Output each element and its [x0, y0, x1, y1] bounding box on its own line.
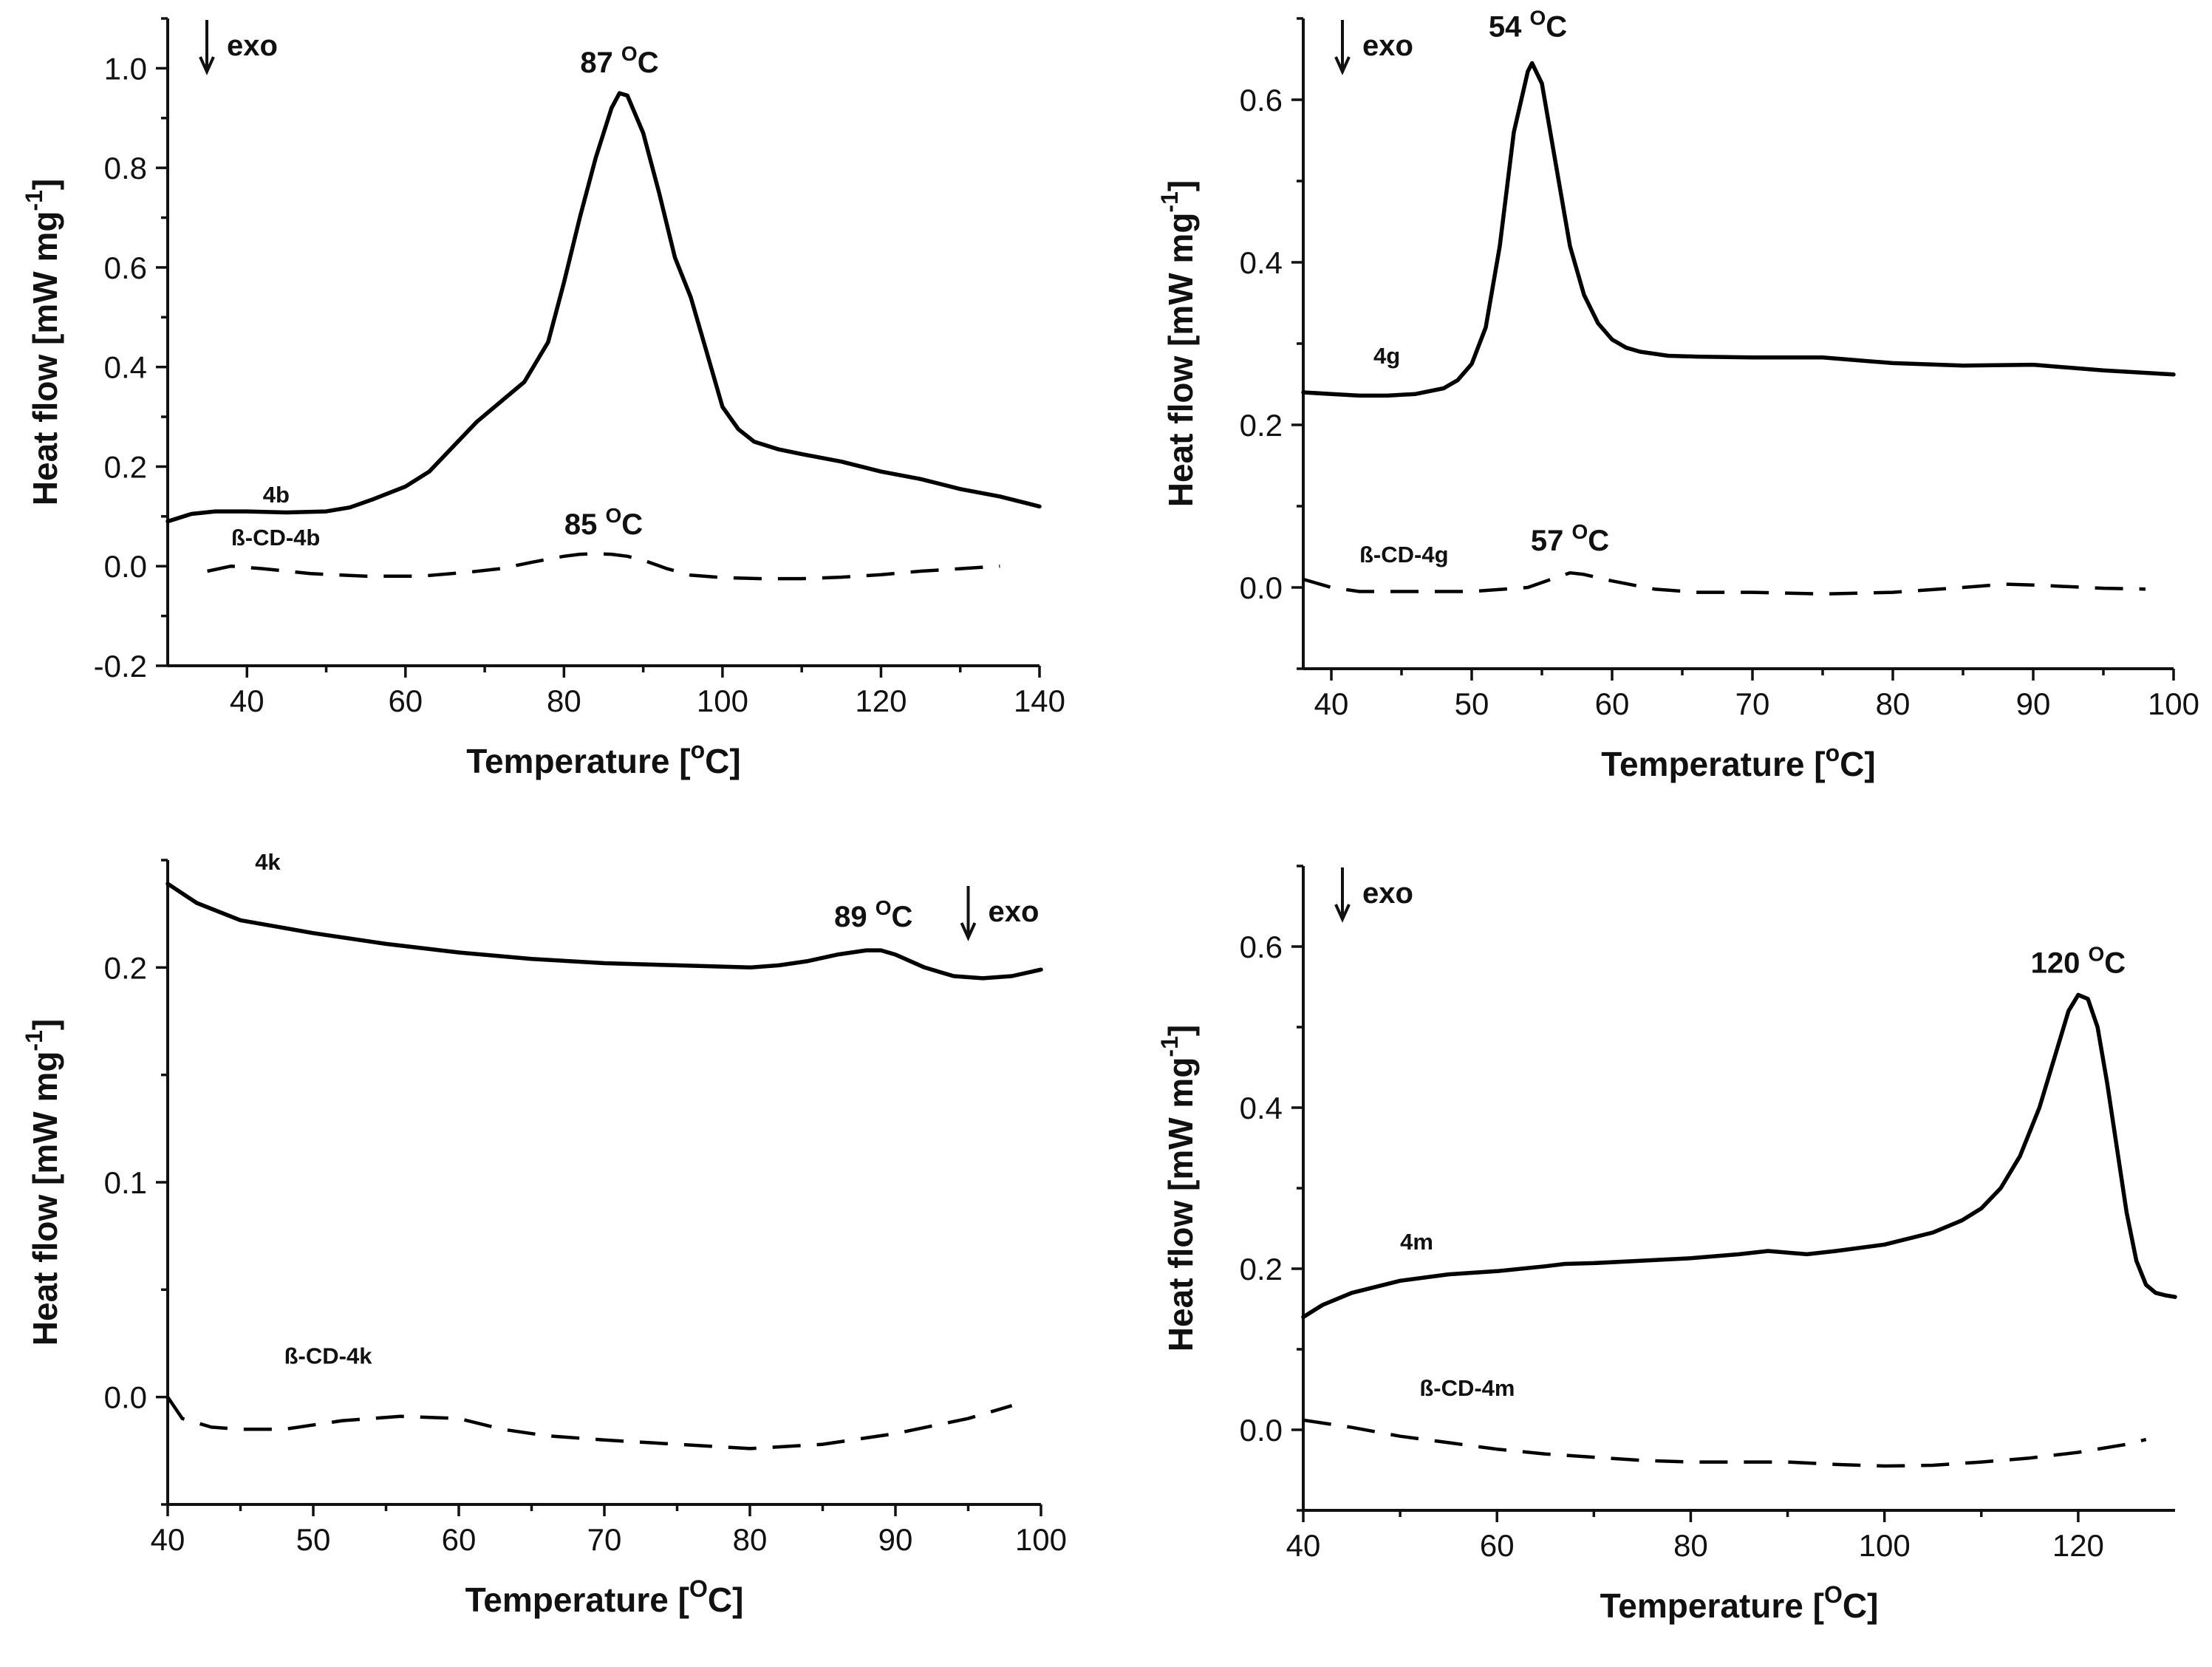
arrowhead-icon	[1334, 904, 1351, 923]
y-tick-label: 0.0	[1240, 570, 1283, 605]
y-tick-label: 0.4	[1240, 245, 1283, 280]
exo-indicator: exo	[1334, 20, 1413, 75]
peak-label: 120 OC	[2031, 942, 2126, 979]
series-line-4b	[165, 91, 1042, 524]
series-label: ß-CD-4k	[284, 1343, 373, 1369]
y-tick-label: 0.2	[1240, 1252, 1283, 1286]
x-tick-label: 40	[1314, 686, 1349, 721]
x-tick-label: 80	[733, 1522, 768, 1557]
series-label: 4m	[1400, 1229, 1433, 1255]
x-tick-label: 90	[878, 1522, 913, 1557]
x-tick-label: 80	[547, 683, 581, 718]
y-tick-label: 0.6	[1240, 930, 1283, 964]
exo-label: exo	[227, 30, 278, 62]
panel-bottom-left: 40 50 60 70 80 90 100 0.0 0.1 0.2 Temperature [OC]…	[21, 849, 1067, 1619]
exo-label: exo	[1362, 30, 1413, 62]
peak-label: 87 OC	[580, 42, 658, 79]
x-axis-title: Temperature [OC]	[465, 1575, 744, 1619]
y-tick-label: 0.0	[104, 1380, 147, 1415]
y-tick-label: 0.6	[104, 250, 147, 285]
y-tick-label: 0.4	[104, 350, 147, 385]
y-tick-label: 0.0	[104, 549, 147, 584]
y-axis-title: Heat flow [mW mg-1]	[21, 1019, 64, 1346]
x-tick-label: 70	[587, 1522, 622, 1557]
y-tick-label: 0.4	[1240, 1091, 1283, 1125]
series-line-4m	[1301, 992, 2177, 1320]
exo-indicator: exo	[1334, 867, 1413, 923]
peak-label: 54 OC	[1489, 7, 1567, 44]
panel-top-right: 40 50 60 70 80 90 100 0.0 0.2 0.4 0.6 Temperature […	[1156, 7, 2199, 784]
x-tick-label: 40	[230, 683, 264, 718]
x-tick-label: 120	[855, 683, 907, 718]
peak-label: 57 OC	[1531, 520, 1609, 557]
arrowhead-icon	[199, 56, 215, 75]
x-tick-label: 90	[2016, 686, 2051, 721]
series-label: ß-CD-4m	[1419, 1375, 1515, 1401]
y-axis-title: Heat flow [mW mg-1]	[1156, 180, 1200, 507]
x-tick-label: 100	[697, 683, 748, 718]
x-axis-title: Temperature [OC]	[1600, 1581, 1879, 1625]
arrowhead-icon	[1334, 56, 1351, 75]
x-tick-label: 80	[1673, 1528, 1708, 1563]
y-tick-label: -0.2	[94, 649, 147, 683]
y-tick-label: 0.0	[1240, 1413, 1283, 1448]
peak-label: 89 OC	[834, 896, 912, 933]
panel-bottom-right: 40 60 80 100 120 0.0 0.2 0.4 0.6 Temperature [OC]…	[1156, 865, 2177, 1625]
y-tick-label: 0.1	[104, 1165, 147, 1200]
x-tick-label: 40	[151, 1522, 185, 1557]
series-line-cd-4m	[1303, 1418, 2147, 1468]
y-tick-label: 0.2	[104, 449, 147, 484]
exo-indicator: exo	[960, 886, 1040, 941]
arrowhead-icon	[960, 922, 977, 941]
x-tick-label: 50	[1455, 686, 1489, 721]
x-tick-label: 100	[1859, 1528, 1911, 1563]
series-line-4g	[1301, 61, 2176, 398]
y-axis-title: Heat flow [mW mg-1]	[1156, 1025, 1200, 1351]
x-tick-label: 60	[442, 1522, 477, 1557]
x-tick-label: 60	[388, 683, 423, 718]
x-tick-label: 100	[2148, 686, 2199, 721]
y-tick-label: 0.2	[104, 950, 147, 985]
series-line-cd-4k	[166, 1396, 1013, 1450]
y-axis-title: Heat flow [mW mg-1]	[21, 179, 64, 505]
x-tick-label: 60	[1480, 1528, 1515, 1563]
x-tick-label: 120	[2052, 1528, 2104, 1563]
x-tick-label: 80	[1876, 686, 1911, 721]
series-label: 4g	[1373, 343, 1400, 369]
x-tick-label: 140	[1014, 683, 1065, 718]
x-axis-title: Temperature [oC]	[466, 737, 740, 780]
y-tick-label: 0.2	[1240, 408, 1283, 443]
series-label: 4k	[255, 849, 281, 875]
y-tick-label: 0.6	[1240, 83, 1283, 117]
series-line-cd-4g	[1303, 570, 2146, 596]
series-label: ß-CD-4g	[1359, 542, 1449, 567]
series-label: 4b	[263, 482, 290, 508]
y-tick-label: 0.8	[104, 151, 147, 185]
series-line-cd-4b	[207, 552, 1000, 581]
x-tick-label: 40	[1286, 1528, 1321, 1563]
series-label: ß-CD-4b	[231, 525, 321, 550]
x-axis-title: Temperature [oC]	[1601, 740, 1875, 783]
y-tick-label: 1.0	[104, 51, 147, 86]
x-tick-label: 100	[1015, 1522, 1067, 1557]
x-tick-label: 50	[296, 1522, 331, 1557]
x-tick-label: 60	[1595, 686, 1630, 721]
exo-label: exo	[989, 896, 1040, 928]
x-tick-label: 70	[1735, 686, 1770, 721]
exo-label: exo	[1362, 877, 1413, 910]
panel-top-left: 40 60 80 100 120 140 -0.2 0.0 0.2 0.4 0.6 0.8 1.0 Tem…	[21, 17, 1065, 780]
exo-indicator: exo	[199, 20, 278, 75]
peak-label: 85 OC	[564, 504, 643, 541]
series-line-4k	[165, 882, 1043, 981]
